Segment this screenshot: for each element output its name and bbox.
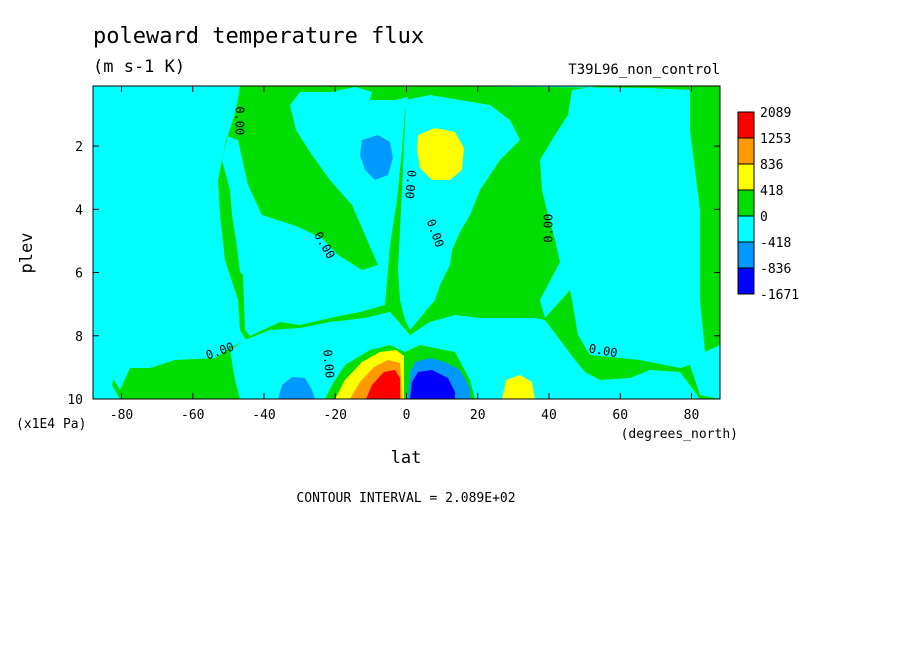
zero-contour-label: 0.00 <box>402 169 418 199</box>
legend-swatch <box>737 111 755 139</box>
cyan-region-southwest <box>93 86 408 399</box>
x-tick-label: 80 <box>684 408 700 423</box>
legend-swatch <box>737 241 755 269</box>
zero-contour-label: 0.00 <box>320 349 336 379</box>
y-tick-label: 2 <box>75 140 83 155</box>
blue-cell-lower-south <box>278 377 315 399</box>
contour-labels: 0.000.000.00 0.000.000.00 0.000.00 <box>204 106 619 379</box>
y-tick-label: 4 <box>75 203 83 218</box>
cyan-region-southwest-main <box>93 86 246 390</box>
y-tick-label: 8 <box>75 330 83 345</box>
legend-swatch <box>737 215 755 243</box>
legend-level-label: 2089 <box>760 106 791 121</box>
legend-swatch <box>737 267 755 295</box>
x-tick-label: 40 <box>541 408 557 423</box>
legend-swatch <box>737 137 755 165</box>
x-axis: -80 -60 -40 -20 0 20 40 60 80 <box>110 86 700 423</box>
x-tick-label: 60 <box>612 408 628 423</box>
chart-units: (m s-1 K) <box>93 57 186 77</box>
x-tick-label: -20 <box>324 408 347 423</box>
x-tick-label: -80 <box>110 408 133 423</box>
legend-level-label: 1253 <box>760 132 791 147</box>
legend-swatch <box>737 189 755 217</box>
y-axis: 2 4 6 8 10 <box>67 140 720 408</box>
y-axis-label: plev <box>17 233 37 274</box>
x-tick-label: -60 <box>181 408 204 423</box>
legend-level-label: -836 <box>760 262 791 277</box>
legend-level-label: 418 <box>760 184 783 199</box>
cyan-region-equatorial-lower <box>230 312 700 399</box>
x-tick-label: 0 <box>403 408 411 423</box>
y-tick-label: 10 <box>67 393 83 408</box>
yellow-cell-lower-north <box>502 375 535 399</box>
chart-title: poleward temperature flux <box>93 24 425 49</box>
legend-level-label: 0 <box>760 210 768 225</box>
cyan-region-northeast <box>430 86 720 399</box>
x-unit-label: (degrees_north) <box>621 427 738 442</box>
legend-level-label: 836 <box>760 158 783 173</box>
x-tick-label: -40 <box>252 408 275 423</box>
x-axis-label: lat <box>391 448 422 468</box>
zero-contour-label: 0.00 <box>542 214 556 243</box>
darkblue-cell-lower-north <box>410 370 455 399</box>
y-unit-label: (x1E4 Pa) <box>16 417 86 432</box>
plot-area <box>93 86 720 399</box>
legend-swatch <box>737 163 755 191</box>
x-tick-label: 20 <box>470 408 486 423</box>
red-cell-lower-south <box>366 370 400 399</box>
zero-contour-label: 0.00 <box>588 341 619 360</box>
zero-contour-label: 0.00 <box>233 106 247 135</box>
run-label: T39L96_non_control <box>568 62 720 78</box>
legend-level-label: -418 <box>760 236 791 251</box>
yellow-cell-upper-north <box>417 128 464 180</box>
y-tick-label: 6 <box>75 267 83 282</box>
legend-level-label: -1671 <box>760 288 799 303</box>
contour-interval-note: CONTOUR INTERVAL = 2.089E+02 <box>296 491 515 506</box>
blue-cell-upper-south <box>360 135 393 180</box>
color-legend: 2089 1253 836 418 0 -418 -836 -1671 <box>737 106 799 303</box>
